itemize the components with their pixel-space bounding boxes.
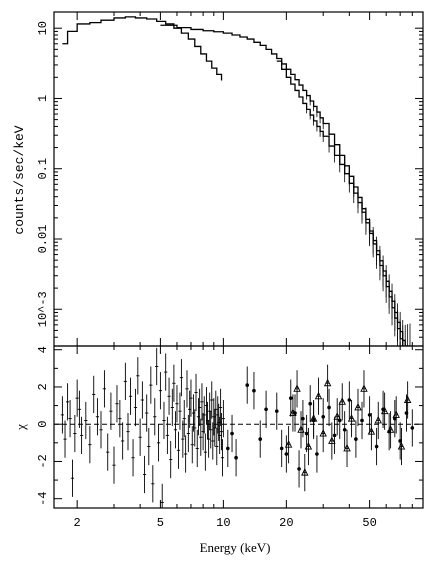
residual-triangle-marker (289, 408, 297, 416)
residual-point-marker (367, 413, 372, 417)
x-tick-label: 10 (216, 516, 230, 530)
y-tick-label-spectrum: 10 (36, 21, 50, 35)
y-tick-label-residuals: 0 (36, 421, 50, 428)
residual-point-marker (354, 437, 358, 441)
y-tick-label-residuals: 4 (36, 346, 50, 353)
residual-triangle-marker (367, 427, 376, 435)
x-tick-label: 20 (279, 516, 293, 530)
residual-triangle-marker (314, 391, 323, 400)
residual-triangle-marker (360, 384, 368, 392)
residual-point-marker (284, 452, 289, 456)
residual-point-marker (230, 431, 234, 436)
residual-point-marker (304, 431, 309, 436)
residual-triangle-marker (293, 384, 301, 392)
residual-point-marker (288, 396, 293, 400)
residual-point-marker (297, 467, 301, 471)
residual-point-marker (308, 401, 312, 406)
residual-point-marker (274, 409, 279, 413)
y-tick-label-spectrum: 1 (36, 95, 50, 102)
residual-point-marker (315, 452, 319, 456)
spectrum-series-0 (62, 16, 223, 81)
residual-triangle-marker (354, 402, 362, 411)
y-tick-label-spectrum: 10^-3 (36, 291, 50, 327)
residual-triangle-marker (397, 442, 406, 450)
residual-point-marker (301, 416, 305, 421)
residual-triangle-marker (323, 378, 332, 387)
y-axis-label-residuals: χ (13, 424, 28, 431)
residual-triangle-marker (374, 415, 382, 424)
x-tick-label: 5 (157, 516, 164, 530)
residual-triangle-marker (304, 442, 313, 450)
y-tick-label-spectrum: 0.1 (36, 158, 50, 180)
residual-point-marker (332, 433, 337, 438)
y-axis-label-spectrum: counts/sec/keV (12, 125, 27, 234)
x-tick-label: 50 (362, 516, 376, 530)
residual-point-marker (347, 398, 352, 402)
residual-point-marker (252, 388, 256, 393)
residual-triangle-marker (386, 425, 395, 433)
residual-point-marker (360, 418, 364, 423)
residual-triangle-marker (403, 395, 412, 403)
residual-triangle-marker (343, 443, 351, 452)
residual-triangle-marker (319, 429, 327, 437)
residual-point-marker (245, 383, 250, 387)
residuals-frame (53, 345, 424, 509)
residual-triangle-marker (380, 406, 389, 415)
x-tick-label: 2 (74, 516, 81, 530)
residual-triangle-marker (301, 468, 309, 476)
spectrum-series-1 (160, 24, 410, 346)
residual-triangle-marker (328, 436, 336, 444)
residual-point-marker (264, 407, 268, 412)
residual-triangle-marker (297, 425, 305, 433)
spectrum-panel: 10 1 0.1 0.01 10^-3 (36, 11, 424, 347)
residual-point-marker (226, 446, 230, 451)
residual-point-marker (327, 405, 331, 410)
residual-point-marker (374, 444, 379, 449)
residual-triangle-marker (309, 414, 318, 422)
x-axis-label: Energy (keV) (200, 540, 271, 555)
residual-point-marker (279, 446, 284, 451)
spectrum-frame (53, 11, 424, 347)
y-tick-label-residuals: -2 (36, 454, 50, 468)
residual-point-marker (410, 426, 415, 430)
residual-triangle-marker (347, 414, 356, 422)
y-tick-label-spectrum: 0.01 (36, 225, 50, 254)
spectrum-series-2 (276, 60, 404, 346)
residual-point-marker (234, 455, 238, 460)
residual-triangle-marker (392, 410, 400, 418)
residual-point-marker (258, 437, 263, 441)
y-tick-label-residuals: -4 (36, 491, 50, 505)
residual-triangle-marker (333, 412, 341, 420)
residual-point-marker (342, 427, 347, 432)
y-tick-label-residuals: 2 (36, 383, 50, 390)
residual-triangle-marker (338, 397, 346, 405)
residual-triangle-marker (284, 440, 293, 448)
